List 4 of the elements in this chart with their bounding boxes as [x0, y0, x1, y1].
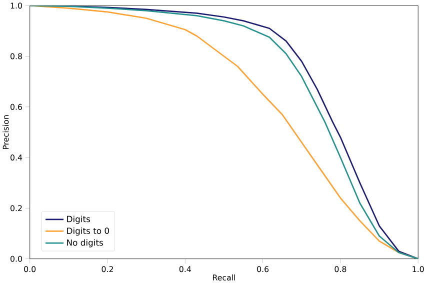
legend-label: Digits: [67, 216, 90, 224]
line-series: [30, 6, 418, 259]
legend-label: No digits: [67, 239, 103, 248]
legend-label: Digits to 0: [67, 227, 110, 236]
